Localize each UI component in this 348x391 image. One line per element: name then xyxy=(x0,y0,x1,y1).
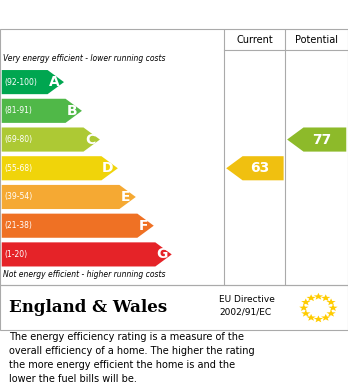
Text: (81-91): (81-91) xyxy=(4,106,32,115)
Text: Not energy efficient - higher running costs: Not energy efficient - higher running co… xyxy=(3,270,166,279)
Text: G: G xyxy=(156,248,167,262)
Text: 77: 77 xyxy=(312,133,331,147)
Polygon shape xyxy=(301,298,310,305)
Polygon shape xyxy=(2,156,118,180)
Polygon shape xyxy=(2,99,82,123)
Text: (1-20): (1-20) xyxy=(4,250,27,259)
Text: F: F xyxy=(139,219,149,233)
Polygon shape xyxy=(301,310,310,317)
Text: (39-54): (39-54) xyxy=(4,192,32,201)
Polygon shape xyxy=(2,213,154,238)
Polygon shape xyxy=(314,316,323,322)
Text: EU Directive
2002/91/EC: EU Directive 2002/91/EC xyxy=(219,295,275,316)
Polygon shape xyxy=(299,304,308,311)
Text: England & Wales: England & Wales xyxy=(9,300,167,316)
Text: E: E xyxy=(121,190,130,204)
Polygon shape xyxy=(329,304,338,311)
Polygon shape xyxy=(307,314,316,321)
Text: B: B xyxy=(67,104,77,118)
Text: (92-100): (92-100) xyxy=(4,77,37,86)
Text: Current: Current xyxy=(237,34,273,45)
Text: 63: 63 xyxy=(250,161,269,175)
Polygon shape xyxy=(326,310,336,317)
Text: A: A xyxy=(49,75,60,89)
Polygon shape xyxy=(2,185,136,209)
Polygon shape xyxy=(326,298,336,305)
Polygon shape xyxy=(307,294,316,301)
Polygon shape xyxy=(287,127,346,152)
Text: D: D xyxy=(102,161,114,175)
Text: Very energy efficient - lower running costs: Very energy efficient - lower running co… xyxy=(3,54,166,63)
Text: Potential: Potential xyxy=(295,34,338,45)
Text: The energy efficiency rating is a measure of the
overall efficiency of a home. T: The energy efficiency rating is a measur… xyxy=(9,332,254,384)
Polygon shape xyxy=(2,242,172,267)
Text: C: C xyxy=(85,133,95,147)
Text: (55-68): (55-68) xyxy=(4,164,32,173)
Polygon shape xyxy=(314,293,323,300)
Polygon shape xyxy=(321,294,330,301)
Text: (69-80): (69-80) xyxy=(4,135,32,144)
Polygon shape xyxy=(2,127,100,152)
Polygon shape xyxy=(226,156,284,180)
Text: Energy Efficiency Rating: Energy Efficiency Rating xyxy=(10,7,220,22)
Polygon shape xyxy=(321,314,330,321)
Text: (21-38): (21-38) xyxy=(4,221,32,230)
Polygon shape xyxy=(2,70,64,94)
